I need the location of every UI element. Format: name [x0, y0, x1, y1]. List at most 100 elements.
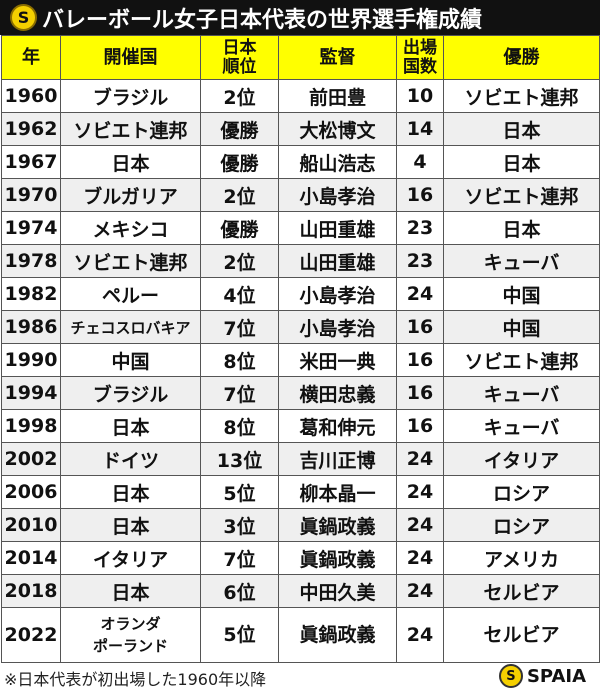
cell-coach: 柳本晶一	[278, 475, 397, 509]
cell-year: 1970	[1, 178, 61, 212]
cell-year: 1994	[1, 376, 61, 410]
cell-winner: 日本	[443, 211, 600, 245]
cell-year: 1986	[1, 310, 61, 344]
cell-coach: 前田豊	[278, 79, 397, 113]
cell-host: 日本	[60, 475, 201, 509]
cell-year: 2022	[1, 607, 61, 663]
cell-coach: 船山浩志	[278, 145, 397, 179]
cell-participants: 24	[396, 541, 444, 575]
table-row: 2010 日本 3位 眞鍋政義 24 ロシア	[1, 508, 600, 542]
cell-japan-rank: 3位	[200, 508, 279, 542]
cell-japan-rank: 13位	[200, 442, 279, 476]
cell-winner: キューバ	[443, 244, 600, 278]
cell-year: 1982	[1, 277, 61, 311]
cell-japan-rank: 7位	[200, 376, 279, 410]
cell-winner: ソビエト連邦	[443, 79, 600, 113]
cell-winner: セルビア	[443, 607, 600, 663]
spaia-logo-icon: S	[10, 4, 37, 31]
cell-host: 中国	[60, 343, 201, 377]
cell-participants: 10	[396, 79, 444, 113]
cell-japan-rank: 8位	[200, 409, 279, 443]
cell-participants: 24	[396, 277, 444, 311]
spaia-mark-icon: S	[498, 664, 523, 688]
cell-host: ブラジル	[60, 79, 201, 113]
cell-coach: 小島孝治	[278, 277, 397, 311]
cell-winner: 日本	[443, 145, 600, 179]
table-row: 1982 ペルー 4位 小島孝治 24 中国	[1, 277, 600, 311]
cell-japan-rank: 6位	[200, 574, 279, 608]
cell-participants: 16	[396, 376, 444, 410]
cell-winner: 中国	[443, 310, 600, 344]
cell-coach: 小島孝治	[278, 178, 397, 212]
table-row: 2022 オランダ ポーランド 5位 眞鍋政義 24 セルビア	[1, 607, 600, 663]
header-winner: 優勝	[443, 35, 600, 80]
cell-year: 2002	[1, 442, 61, 476]
cell-japan-rank: 8位	[200, 343, 279, 377]
table-row: 1960 ブラジル 2位 前田豊 10 ソビエト連邦	[1, 79, 600, 113]
cell-host: 日本	[60, 508, 201, 542]
header-participants: 出場 国数	[396, 35, 444, 80]
cell-year: 2010	[1, 508, 61, 542]
cell-coach: 横田忠義	[278, 376, 397, 410]
cell-coach: 小島孝治	[278, 310, 397, 344]
cell-host: メキシコ	[60, 211, 201, 245]
cell-winner: ロシア	[443, 508, 600, 542]
cell-japan-rank: 優勝	[200, 112, 279, 146]
footnote: ※日本代表が初出場した1960年以降	[4, 670, 267, 689]
table-row: 1990 中国 8位 米田一典 16 ソビエト連邦	[1, 343, 600, 377]
cell-participants: 16	[396, 409, 444, 443]
table-row: 1967 日本 優勝 船山浩志 4 日本	[1, 145, 600, 179]
cell-host: イタリア	[60, 541, 201, 575]
cell-host: ソビエト連邦	[60, 112, 201, 146]
cell-japan-rank: 5位	[200, 475, 279, 509]
table-row: 1962 ソビエト連邦 優勝 大松博文 14 日本	[1, 112, 600, 146]
cell-host: ブラジル	[60, 376, 201, 410]
header-coach: 監督	[278, 35, 397, 80]
cell-host: ペルー	[60, 277, 201, 311]
cell-participants: 4	[396, 145, 444, 179]
cell-participants: 24	[396, 508, 444, 542]
table-row: 2014 イタリア 7位 眞鍋政義 24 アメリカ	[1, 541, 600, 575]
cell-participants: 16	[396, 343, 444, 377]
cell-coach: 眞鍋政義	[278, 607, 397, 663]
brand-logo: S SPAIA	[498, 664, 586, 688]
table-row: 1986 チェコスロバキア 7位 小島孝治 16 中国	[1, 310, 600, 344]
cell-year: 1974	[1, 211, 61, 245]
table-row: 1994 ブラジル 7位 横田忠義 16 キューバ	[1, 376, 600, 410]
cell-participants: 24	[396, 607, 444, 663]
header-year: 年	[1, 35, 61, 80]
cell-japan-rank: 4位	[200, 277, 279, 311]
table-row: 1998 日本 8位 葛和伸元 16 キューバ	[1, 409, 600, 443]
cell-host: ブルガリア	[60, 178, 201, 212]
cell-host: 日本	[60, 409, 201, 443]
cell-year: 2006	[1, 475, 61, 509]
cell-host: 日本	[60, 145, 201, 179]
cell-winner: アメリカ	[443, 541, 600, 575]
cell-host: ドイツ	[60, 442, 201, 476]
cell-host: オランダ ポーランド	[60, 607, 201, 663]
cell-coach: 眞鍋政義	[278, 541, 397, 575]
cell-coach: 吉川正博	[278, 442, 397, 476]
cell-winner: キューバ	[443, 409, 600, 443]
table-row: 1970 ブルガリア 2位 小島孝治 16 ソビエト連邦	[1, 178, 600, 212]
cell-participants: 24	[396, 442, 444, 476]
header-japan-rank: 日本 順位	[200, 35, 279, 80]
cell-japan-rank: 2位	[200, 79, 279, 113]
table-row: 2002 ドイツ 13位 吉川正博 24 イタリア	[1, 442, 600, 476]
header-row: 年開催国 日本 順位 監督 出場 国数 優勝	[1, 35, 600, 80]
table-row: 2006 日本 5位 柳本晶一 24 ロシア	[1, 475, 600, 509]
cell-coach: 眞鍋政義	[278, 508, 397, 542]
cell-winner: ロシア	[443, 475, 600, 509]
brand-text: SPAIA	[526, 665, 586, 687]
cell-participants: 16	[396, 310, 444, 344]
cell-participants: 24	[396, 574, 444, 608]
results-table: 年開催国 日本 順位 監督 出場 国数 優勝 1960 ブラジル 2位 前田豊 10 ソビエト連邦…	[1, 35, 600, 663]
cell-year: 1978	[1, 244, 61, 278]
cell-winner: ソビエト連邦	[443, 343, 600, 377]
cell-participants: 23	[396, 244, 444, 278]
cell-year: 1998	[1, 409, 61, 443]
cell-year: 1990	[1, 343, 61, 377]
cell-year: 1960	[1, 79, 61, 113]
cell-japan-rank: 7位	[200, 541, 279, 575]
cell-coach: 米田一典	[278, 343, 397, 377]
